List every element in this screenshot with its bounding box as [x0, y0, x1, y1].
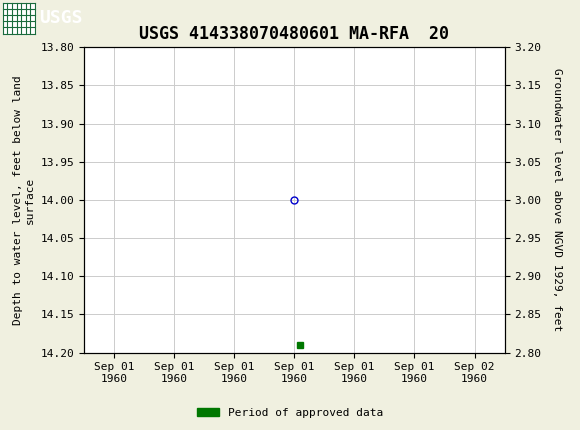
- Legend: Period of approved data: Period of approved data: [193, 403, 387, 422]
- Title: USGS 414338070480601 MA-RFA  20: USGS 414338070480601 MA-RFA 20: [139, 25, 450, 43]
- Text: USGS: USGS: [39, 9, 83, 27]
- Y-axis label: Depth to water level, feet below land
surface: Depth to water level, feet below land su…: [13, 75, 35, 325]
- FancyBboxPatch shape: [3, 3, 35, 34]
- Y-axis label: Groundwater level above NGVD 1929, feet: Groundwater level above NGVD 1929, feet: [552, 68, 563, 332]
